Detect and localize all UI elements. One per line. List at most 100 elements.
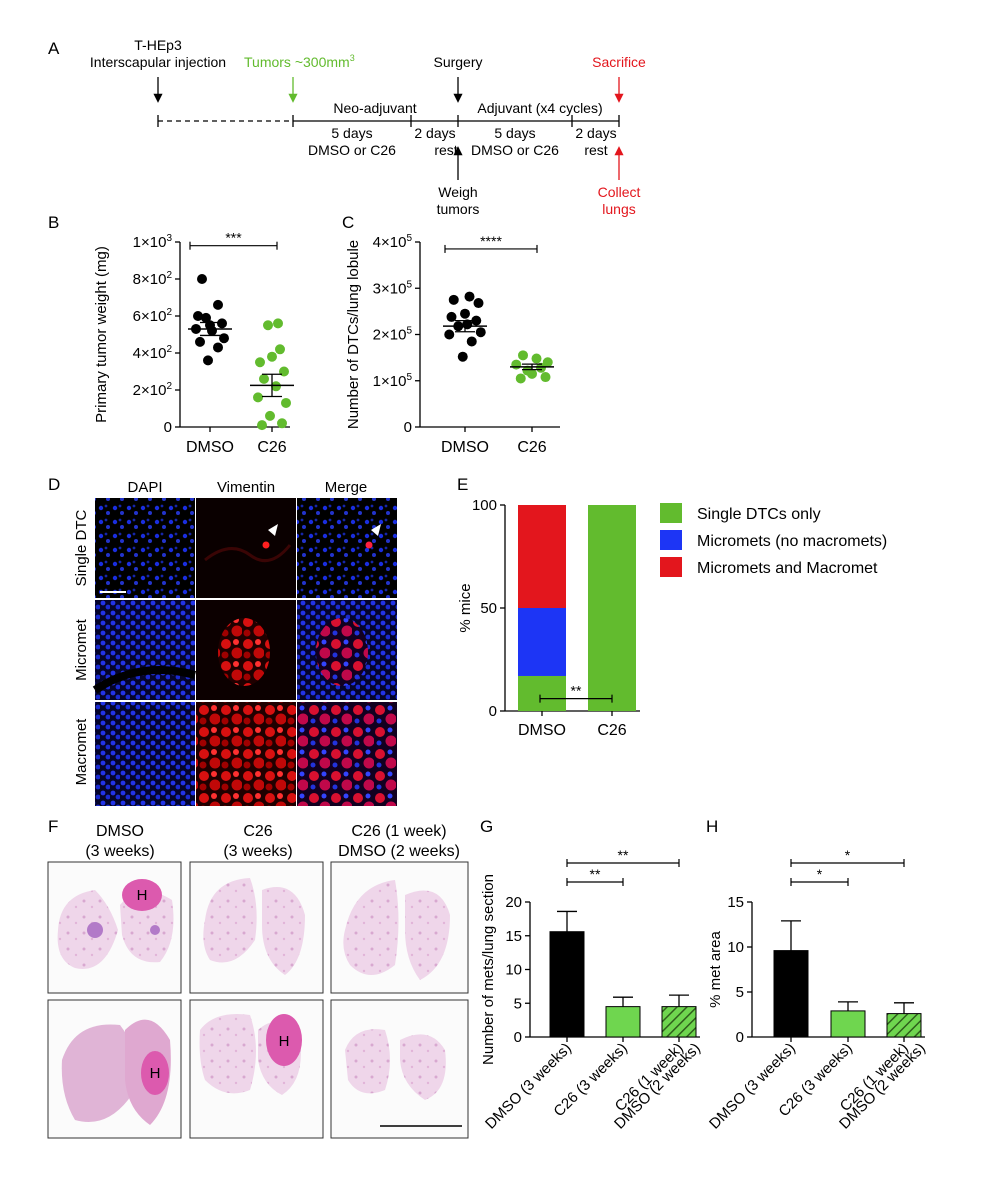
y-tick-label: 0 [514, 1029, 522, 1046]
data-point [527, 368, 537, 379]
y-axis-label: % mice [457, 583, 474, 632]
bar [661, 1006, 697, 1038]
y-tick-label: 5 [736, 984, 744, 1001]
neoadjuvant-label: Neo-adjuvant [333, 100, 416, 116]
sacrifice-label: Sacrifice [592, 54, 646, 70]
y-tick-label: 0 [404, 419, 412, 436]
arrowhead-icon [268, 524, 278, 536]
bar [886, 1013, 922, 1038]
y-tick-label: 1×103 [133, 233, 173, 251]
x-tick-label: C26 [517, 439, 546, 456]
panel-letter-g: G [480, 817, 493, 836]
data-point [444, 329, 455, 340]
data-point [263, 320, 273, 331]
data-point [460, 308, 470, 319]
lungs-label: lungs [602, 201, 635, 217]
stacked-bar-segment [518, 608, 566, 676]
data-point [255, 357, 265, 368]
stacked-bar-segment [588, 505, 636, 711]
data-point [213, 299, 223, 310]
data-point [203, 355, 213, 366]
image-merge-macromet [297, 702, 397, 806]
significance-label: * [817, 866, 823, 882]
data-point [531, 353, 542, 364]
data-point [201, 312, 211, 323]
adj-days-label: 5 days [494, 125, 535, 141]
adj-rest-label: rest [584, 142, 607, 158]
image-vimentin-macromet [196, 702, 296, 806]
data-point [217, 318, 227, 329]
stacked-bar-segment [518, 675, 566, 711]
image-dapi-macromet [95, 702, 195, 806]
microscopy-row-single: Single DTC [73, 509, 90, 586]
data-point [542, 357, 553, 368]
panel-letter-e: E [457, 475, 468, 494]
bar [773, 950, 809, 1038]
injection-label: T-HEp3 [134, 37, 182, 53]
surgery-label: Surgery [433, 54, 482, 70]
panel-letter-f: F [48, 817, 58, 836]
data-point [193, 311, 203, 321]
y-axis-label: Number of mets/lung section [480, 874, 497, 1065]
y-tick-label: 10 [727, 939, 744, 956]
image-vimentin-single [196, 498, 296, 598]
lung-lobe [400, 1034, 446, 1100]
significance-label: * [845, 847, 851, 863]
data-point [271, 381, 281, 392]
y-axis-label: Primary tumor weight (mg) [93, 246, 110, 423]
y-tick-label: 50 [480, 600, 497, 617]
data-point [265, 410, 275, 421]
chart-c: 0 1×105 2×105 3×105 4×105 Number of DTCs/lung… [345, 233, 560, 456]
panel-letter-a: A [48, 39, 60, 58]
legend-swatch [660, 530, 682, 550]
data-point [219, 333, 229, 344]
lung-lobe [345, 1029, 390, 1094]
image-merge-single [297, 498, 397, 598]
y-tick-label: 4×105 [373, 233, 413, 251]
panel-letter-h: H [706, 817, 718, 836]
merge-micromet-cluster [316, 618, 368, 686]
data-point [275, 344, 285, 355]
data-point [273, 318, 283, 329]
neo-days-label: 5 days [331, 125, 372, 141]
y-axis-label: Number of DTCs/lung lobule [345, 240, 362, 429]
y-tick-label: 5 [514, 995, 522, 1012]
legend-label: Micromets (no macromets) [697, 533, 887, 550]
chart-e: 0 50 100 % mice DMSO C26 ** Single DTCs only Mic… [457, 497, 887, 739]
data-point [457, 351, 468, 362]
lung-lobe [203, 878, 257, 963]
metastasis [150, 925, 160, 935]
data-point [277, 418, 287, 429]
metastasis [87, 922, 103, 938]
legend-label: Single DTCs only [697, 506, 821, 523]
tumors-size-label: Tumors ~300mm3 [244, 53, 355, 70]
y-tick-label: 100 [472, 497, 497, 514]
heart-label: H [137, 887, 148, 904]
data-point [446, 311, 457, 322]
y-tick-label: 8×102 [133, 270, 173, 288]
stacked-bar-segment [518, 505, 566, 608]
weigh-tumors-label: tumors [437, 201, 480, 217]
x-tick-label: DMSO [518, 722, 566, 739]
lung-lobe [405, 890, 450, 980]
lung-lobe [61, 1024, 136, 1122]
histology-col3-sub: DMSO (2 weeks) [338, 843, 460, 860]
microscopy-col-dapi: DAPI [127, 479, 162, 496]
bar [830, 1010, 866, 1038]
y-tick-label: 2×105 [373, 326, 413, 344]
y-tick-label: 0 [489, 703, 497, 720]
collect-label: Collect [598, 184, 641, 200]
panel-d: D DAPI Vimentin Merge Single DTC Microme… [48, 475, 397, 806]
data-point [207, 325, 217, 336]
y-tick-label: 4×102 [133, 344, 173, 362]
y-tick-label: 3×105 [373, 279, 413, 297]
data-point [515, 373, 526, 384]
significance-label: ** [590, 866, 601, 882]
panel-letter-c: C [342, 213, 354, 232]
neo-rest-days-label: 2 days [414, 125, 455, 141]
y-tick-label: 0 [736, 1029, 744, 1046]
panel-letter-b: B [48, 213, 59, 232]
